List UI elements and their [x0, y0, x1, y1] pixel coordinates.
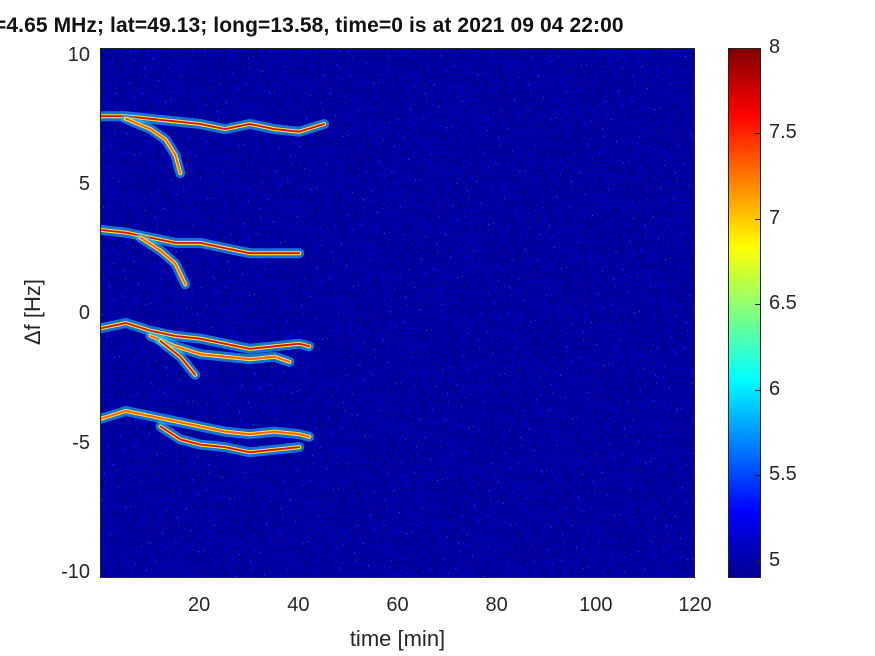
doppler-trace: [139, 236, 187, 286]
colorbar-tick-mark: [755, 560, 760, 562]
colorbar-tick-mark: [755, 48, 760, 49]
doppler-trace: [101, 322, 311, 350]
x-tick-label: 120: [678, 594, 712, 616]
y-tick-label: 5: [78, 173, 90, 196]
trace-halo: [120, 113, 186, 179]
x-axis-label: time [min]: [349, 626, 446, 651]
spectrogram-heatmap: [101, 49, 694, 577]
doppler-trace: [124, 117, 182, 174]
x-tick-label: 100: [579, 594, 613, 616]
colorbar-tick-label: 7.5: [769, 121, 797, 144]
doppler-trace: [101, 115, 326, 133]
colorbar-tick-label: 5.5: [769, 463, 797, 486]
y-tick-label: 10: [67, 43, 90, 66]
x-tick-label: 20: [188, 594, 211, 616]
colorbar-tick-mark: [755, 304, 760, 306]
doppler-trace: [101, 410, 311, 438]
colorbar-tick-mark: [755, 218, 760, 220]
doppler-trace: [159, 425, 301, 454]
colorbar-tick-mark: [755, 133, 760, 135]
y-tick-label: 0: [78, 302, 90, 325]
colorbar-tick-label: 6: [769, 377, 781, 400]
doppler-trace: [149, 335, 291, 363]
colorbar-tick-label: 5: [769, 548, 781, 571]
doppler-traces: [101, 111, 330, 458]
colorbar-tick-mark: [755, 389, 760, 391]
doppler-trace: [101, 229, 301, 255]
y-tick-label: -5: [72, 431, 90, 454]
colorbar-tick-label: 8: [769, 36, 781, 58]
colorbar: [728, 48, 761, 578]
colorbar-tick-label: 6.5: [769, 292, 797, 315]
x-tick-label: 80: [485, 594, 508, 616]
x-tick-label: 60: [386, 594, 409, 616]
spectrogram-plot-area: [100, 48, 695, 578]
colorbar-tick-label: 7: [769, 206, 781, 229]
chart-title: =4.65 MHz; lat=49.13; long=13.58, time=0…: [0, 14, 624, 37]
x-tick-label: 40: [287, 594, 310, 616]
colorbar-tick-mark: [755, 475, 760, 477]
doppler-trace: [159, 340, 197, 376]
y-tick-label: -10: [61, 560, 90, 583]
